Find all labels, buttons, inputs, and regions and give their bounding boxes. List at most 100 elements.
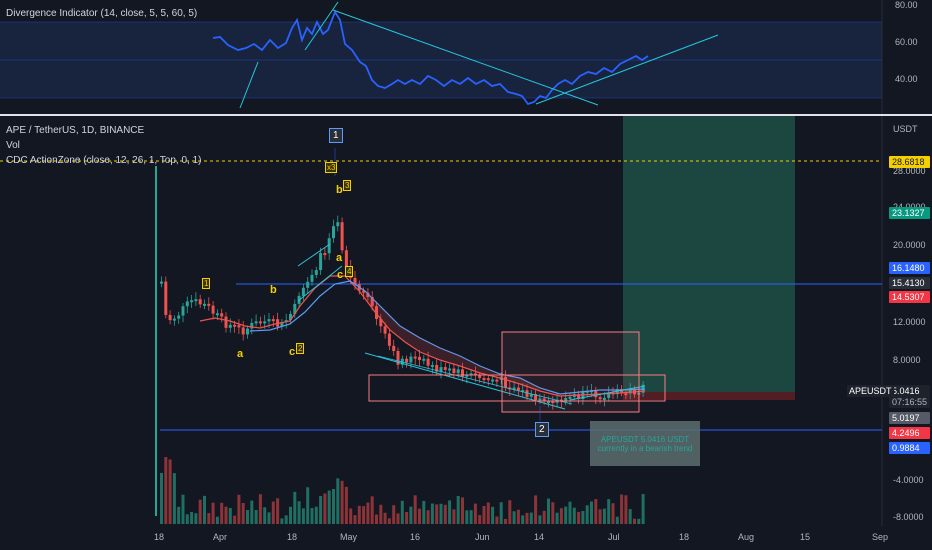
candle-body: [271, 319, 275, 322]
axis-12: 12.0000: [893, 317, 926, 327]
price-tag: 4.2496: [889, 427, 930, 439]
candle-body: [310, 274, 314, 282]
badge-4[interactable]: 4: [345, 266, 354, 277]
oscillator-pane[interactable]: Divergence Indicator (14, close, 5, 5, 6…: [0, 0, 932, 114]
candle-body: [344, 250, 348, 267]
candle-body: [478, 375, 482, 379]
candle-body: [267, 319, 271, 322]
volume-bar: [160, 472, 163, 524]
symbol-legend[interactable]: APE / TetherUS, 1D, BINANCE: [6, 125, 145, 136]
candle-body: [263, 321, 267, 324]
volume-bar: [280, 518, 284, 524]
volume-bar: [564, 506, 568, 524]
volume-bar: [555, 512, 559, 524]
candle-body: [486, 378, 490, 381]
label-a2[interactable]: a: [336, 252, 343, 264]
price-tag: 5.0197: [889, 412, 930, 424]
candle-body: [194, 299, 198, 302]
volume-bar: [349, 508, 353, 524]
candle-body: [439, 367, 443, 372]
label-a1[interactable]: a: [237, 348, 244, 360]
time-aug: Aug: [738, 532, 755, 542]
badge-3[interactable]: 3: [343, 180, 352, 191]
volume-bar: [512, 511, 516, 524]
volume-bar: [633, 518, 636, 524]
wave-label-1[interactable]: 1: [329, 128, 343, 143]
candle-body: [379, 318, 383, 327]
volume-bar: [203, 495, 206, 524]
volume-bar: [250, 500, 254, 524]
volume-bar: [233, 515, 237, 524]
candle-body: [220, 313, 224, 317]
candle-body: [370, 297, 374, 307]
badge-1[interactable]: 1: [202, 278, 211, 289]
volume-bar: [263, 507, 267, 524]
volume-bar: [228, 508, 232, 524]
price-pane[interactable]: APE / TetherUS, 1D, BINANCE Vol CDC Acti…: [0, 116, 932, 526]
volume-bar: [628, 509, 632, 524]
label-b2[interactable]: b: [336, 184, 343, 196]
volume-bar: [375, 514, 378, 524]
volume-legend[interactable]: Vol: [6, 140, 20, 151]
time-14: 14: [534, 532, 545, 542]
candle-body: [362, 290, 366, 293]
volume-bar: [383, 512, 387, 524]
volume-bar: [461, 497, 464, 524]
volume-bar: [405, 512, 409, 524]
price-tag: 14.5307: [889, 291, 930, 303]
candle-body: [568, 396, 572, 399]
volume-bar: [529, 512, 533, 524]
candle-body: [383, 326, 387, 334]
candle-body: [198, 299, 202, 305]
volume-bar: [590, 501, 593, 524]
candle-body: [547, 401, 550, 404]
candle-body: [250, 323, 254, 329]
volume-bar: [220, 502, 224, 524]
osc-axis-80: 80.00: [895, 0, 918, 10]
candle-body: [422, 358, 426, 361]
volume-bar: [615, 516, 619, 524]
wave-label-2[interactable]: 2: [535, 422, 549, 437]
candle-body: [203, 303, 206, 306]
volume-bar: [525, 512, 529, 524]
oscillator-legend[interactable]: Divergence Indicator (14, close, 5, 5, 6…: [6, 8, 198, 19]
badge-2[interactable]: 2: [296, 343, 305, 354]
volume-bar: [357, 505, 361, 524]
actionzone-legend[interactable]: CDC ActionZone (close, 12, 26, 1, Top, 0…: [6, 155, 202, 166]
price-tag: 28.6818: [889, 156, 930, 168]
volume-bar: [607, 499, 611, 524]
volume-bar: [534, 495, 538, 524]
candle-body: [293, 303, 297, 314]
price-tag: 23.1327: [889, 207, 930, 219]
volume-bar: [293, 491, 297, 524]
pane-separator[interactable]: [0, 114, 932, 116]
time-axis[interactable]: 18 Apr 18 May 16 Jun 14 Jul 18 Aug 15 Se…: [0, 526, 932, 550]
volume-bar: [198, 499, 202, 524]
volume-bar: [254, 510, 258, 524]
volume-bar: [267, 512, 271, 524]
volume-bar: [418, 508, 421, 524]
candle-body: [538, 398, 542, 401]
label-b1[interactable]: b: [270, 284, 277, 296]
label-c1[interactable]: c: [289, 346, 296, 358]
candle-body: [224, 316, 228, 328]
time-jul: Jul: [608, 532, 620, 542]
badge-x3[interactable]: x3: [325, 162, 338, 173]
volume-bar: [190, 511, 194, 524]
volume-bar: [443, 504, 447, 524]
label-c2[interactable]: c: [337, 269, 344, 281]
candle-body: [430, 364, 434, 367]
volume-bar: [448, 500, 452, 524]
volume-bar: [452, 509, 456, 524]
candle-body: [233, 324, 237, 327]
time-16: 16: [410, 532, 421, 542]
candle-body: [190, 300, 194, 303]
time-18a: 18: [154, 532, 165, 542]
candle-body: [254, 321, 258, 324]
volume-bar: [168, 459, 172, 524]
volume-bar: [327, 490, 331, 524]
volume-bar: [572, 507, 576, 524]
trend-callout[interactable]: APEUSDT 5.0416 USDT currently in a beari…: [590, 421, 700, 466]
volume-bar: [491, 506, 495, 524]
volume-bar: [207, 513, 211, 524]
